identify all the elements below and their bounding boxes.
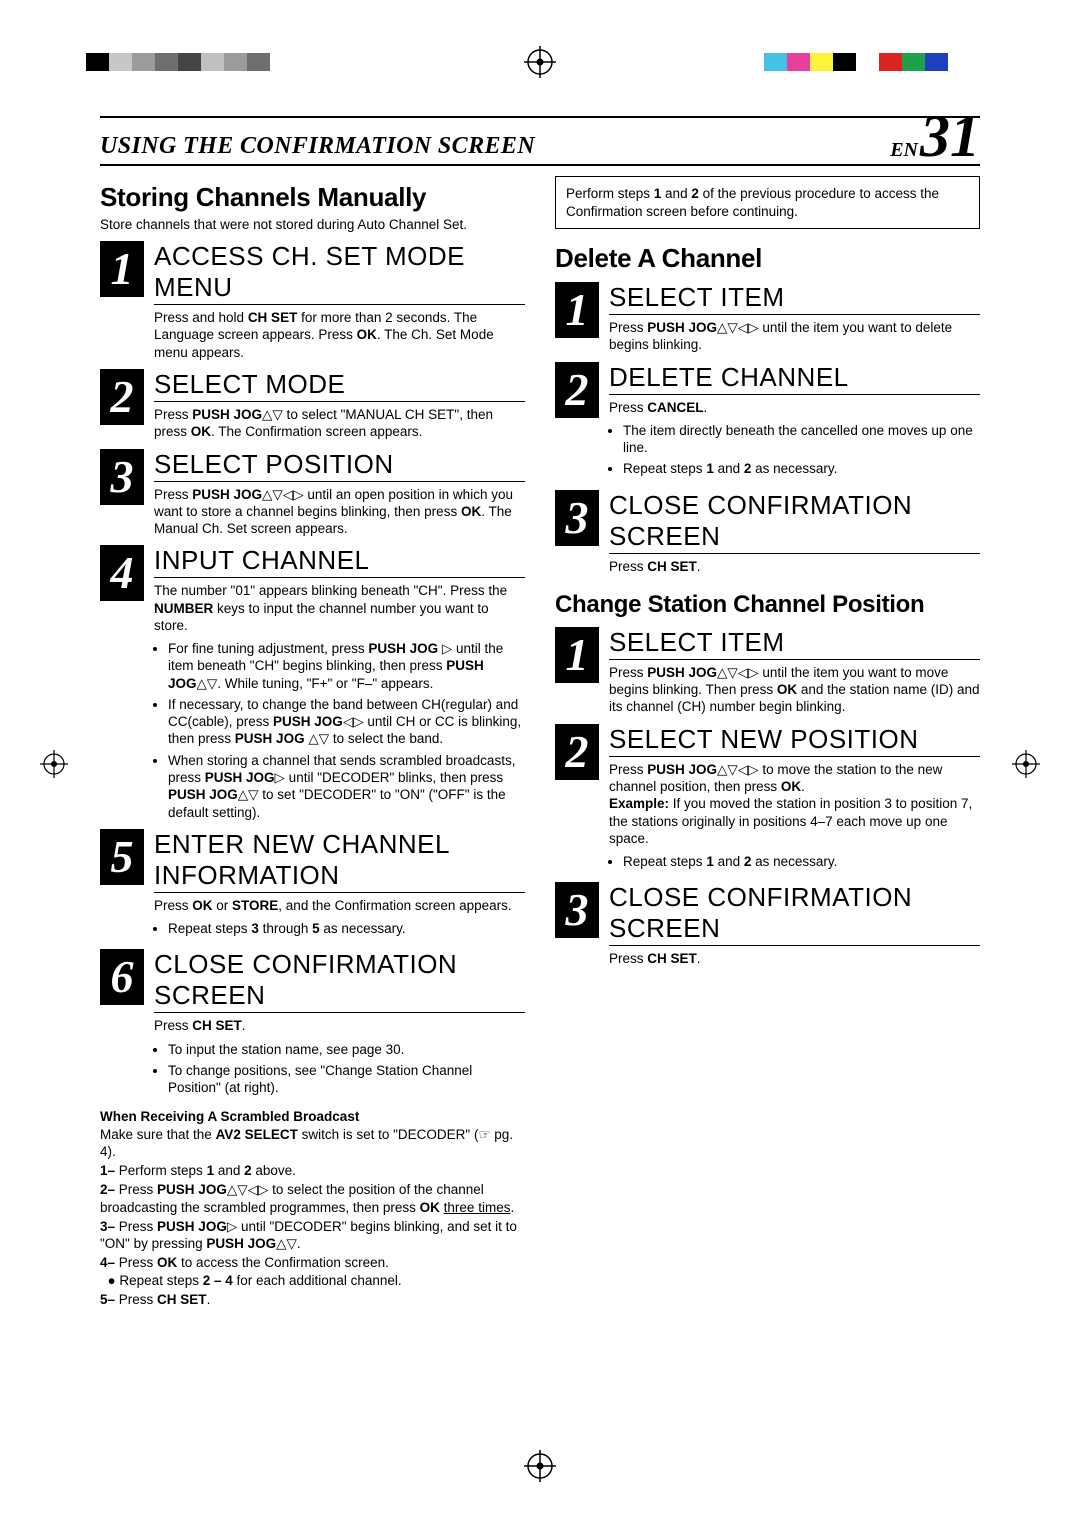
step-number: 3	[555, 490, 599, 546]
step: 2 SELECT MODE Press PUSH JOG△▽ to select…	[100, 369, 525, 441]
page-num: 31	[920, 112, 980, 160]
step: 5 ENTER NEW CHANNEL INFORMATION Press OK…	[100, 829, 525, 942]
step-title: SELECT ITEM	[609, 282, 980, 315]
right-column: Perform steps 1 and 2 of the previous pr…	[555, 176, 980, 1308]
step-text: The number "01" appears blinking beneath…	[154, 582, 525, 634]
step-number: 1	[555, 282, 599, 338]
scrambled-item: 1– Perform steps 1 and 2 above.	[100, 1162, 525, 1179]
step-bullets: Repeat steps 1 and 2 as necessary.	[609, 853, 980, 870]
step-number: 2	[100, 369, 144, 425]
step-number: 4	[100, 545, 144, 601]
lang-code: EN	[890, 139, 918, 162]
step-title: SELECT MODE	[154, 369, 525, 402]
step-number: 5	[100, 829, 144, 885]
step-title: SELECT ITEM	[609, 627, 980, 660]
step: 1 SELECT ITEM Press PUSH JOG△▽◁▷ until t…	[555, 627, 980, 716]
step-number: 1	[555, 627, 599, 683]
step-title: SELECT POSITION	[154, 449, 525, 482]
bullet: When storing a channel that sends scramb…	[168, 752, 525, 821]
step: 3 SELECT POSITION Press PUSH JOG△▽◁▷ unt…	[100, 449, 525, 538]
step: 1 ACCESS CH. SET MODE MENU Press and hol…	[100, 241, 525, 361]
step-title: ACCESS CH. SET MODE MENU	[154, 241, 525, 305]
step-title: CLOSE CONFIRMATION SCREEN	[154, 949, 525, 1013]
step: 1 SELECT ITEM Press PUSH JOG△▽◁▷ until t…	[555, 282, 980, 354]
step: 2 DELETE CHANNEL Press CANCEL. The item …	[555, 362, 980, 482]
step: 6 CLOSE CONFIRMATION SCREEN Press CH SET…	[100, 949, 525, 1100]
step-text: Press and hold CH SET for more than 2 se…	[154, 309, 525, 361]
bullet: Repeat steps 3 through 5 as necessary.	[168, 920, 525, 937]
note-box: Perform steps 1 and 2 of the previous pr…	[555, 176, 980, 229]
crosshair-icon	[40, 750, 68, 778]
crosshair-icon	[524, 46, 556, 78]
page-header: USING THE CONFIRMATION SCREEN EN 31	[100, 116, 980, 166]
step-title: CLOSE CONFIRMATION SCREEN	[609, 490, 980, 554]
bullet: For fine tuning adjustment, press PUSH J…	[168, 640, 525, 692]
section-heading: Delete A Channel	[555, 243, 980, 274]
section-subnote: Store channels that were not stored duri…	[100, 217, 525, 233]
section-heading: Change Station Channel Position	[555, 591, 980, 619]
step-number: 2	[555, 724, 599, 780]
scrambled-item: 3– Press PUSH JOG▷ until "DECODER" begin…	[100, 1218, 525, 1253]
step-text: Press PUSH JOG△▽◁▷ until an open positio…	[154, 486, 525, 538]
step-number: 1	[100, 241, 144, 297]
scrambled-intro: Make sure that the AV2 SELECT switch is …	[100, 1126, 525, 1161]
bullet: If necessary, to change the band between…	[168, 696, 525, 748]
step: 3 CLOSE CONFIRMATION SCREEN Press CH SET…	[555, 490, 980, 575]
step-title: DELETE CHANNEL	[609, 362, 980, 395]
step-title: ENTER NEW CHANNEL INFORMATION	[154, 829, 525, 893]
scrambled-note: When Receiving A Scrambled Broadcast Mak…	[100, 1108, 525, 1308]
step-text: Press PUSH JOG△▽ to select "MANUAL CH SE…	[154, 406, 525, 441]
step-text: Press CANCEL.	[609, 399, 980, 416]
step-bullets: To input the station name, see page 30. T…	[154, 1041, 525, 1097]
step-title: SELECT NEW POSITION	[609, 724, 980, 757]
step-bullets: The item directly beneath the cancelled …	[609, 422, 980, 478]
crosshair-icon	[524, 1450, 556, 1482]
step-bullets: For fine tuning adjustment, press PUSH J…	[154, 640, 525, 821]
step-number: 6	[100, 949, 144, 1005]
step-text: Press CH SET.	[609, 950, 980, 967]
section-heading: Storing Channels Manually	[100, 182, 525, 213]
step-title: CLOSE CONFIRMATION SCREEN	[609, 882, 980, 946]
scrambled-item: 2– Press PUSH JOG△▽◁▷ to select the posi…	[100, 1181, 525, 1216]
step: 2 SELECT NEW POSITION Press PUSH JOG△▽◁▷…	[555, 724, 980, 875]
crosshair-icon	[1012, 750, 1040, 778]
step-number: 2	[555, 362, 599, 418]
bullet: The item directly beneath the cancelled …	[623, 422, 980, 457]
step-bullets: Repeat steps 3 through 5 as necessary.	[154, 920, 525, 937]
scrambled-item: 4– Press OK to access the Confirmation s…	[100, 1254, 525, 1289]
left-column: Storing Channels Manually Store channels…	[100, 176, 525, 1308]
scrambled-item: 5– Press CH SET.	[100, 1291, 525, 1308]
page-number: EN 31	[890, 112, 980, 164]
step-text: Press PUSH JOG△▽◁▷ until the item you wa…	[609, 664, 980, 716]
step-text: Press PUSH JOG△▽◁▷ to move the station t…	[609, 761, 980, 847]
header-title: USING THE CONFIRMATION SCREEN	[100, 133, 535, 164]
step-text: Press PUSH JOG△▽◁▷ until the item you wa…	[609, 319, 980, 354]
step-number: 3	[100, 449, 144, 505]
step-text: Press OK or STORE, and the Confirmation …	[154, 897, 525, 914]
bullet: To input the station name, see page 30.	[168, 1041, 525, 1058]
step-text: Press CH SET.	[609, 558, 980, 575]
bullet: To change positions, see "Change Station…	[168, 1062, 525, 1097]
bullet: Repeat steps 1 and 2 as necessary.	[623, 460, 980, 477]
step-title: INPUT CHANNEL	[154, 545, 525, 578]
page-content: USING THE CONFIRMATION SCREEN EN 31 Stor…	[100, 116, 980, 1412]
step: 3 CLOSE CONFIRMATION SCREEN Press CH SET…	[555, 882, 980, 967]
step: 4 INPUT CHANNEL The number "01" appears …	[100, 545, 525, 634]
step-number: 3	[555, 882, 599, 938]
step-text: Press CH SET.	[154, 1017, 525, 1034]
bullet: Repeat steps 1 and 2 as necessary.	[623, 853, 980, 870]
scrambled-heading: When Receiving A Scrambled Broadcast	[100, 1108, 525, 1125]
